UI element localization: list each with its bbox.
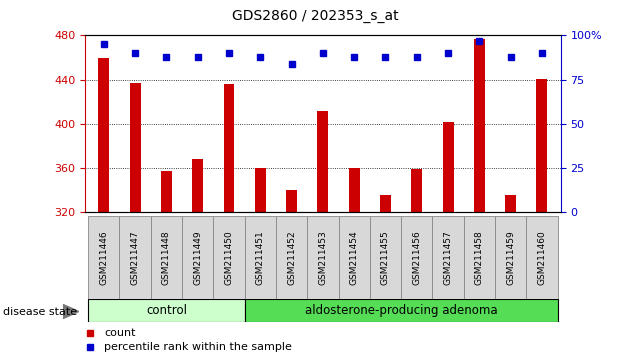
Text: GSM211447: GSM211447	[130, 230, 140, 285]
Text: GSM211451: GSM211451	[256, 230, 265, 285]
Bar	[244, 216, 276, 299]
Text: GSM211452: GSM211452	[287, 230, 296, 285]
Bar	[505, 195, 516, 212]
Text: GSM211449: GSM211449	[193, 230, 202, 285]
Bar	[401, 216, 432, 299]
Text: GSM211455: GSM211455	[381, 230, 390, 285]
Bar	[380, 195, 391, 212]
Bar	[98, 57, 109, 212]
Bar	[224, 84, 234, 212]
Text: GSM211453: GSM211453	[318, 230, 328, 285]
Bar	[526, 216, 558, 299]
Bar	[495, 216, 526, 299]
Bar	[192, 159, 203, 212]
Bar	[255, 168, 266, 212]
Bar	[474, 39, 485, 212]
Bar	[432, 216, 464, 299]
Bar	[464, 216, 495, 299]
Bar	[244, 299, 558, 322]
Text: GSM211457: GSM211457	[444, 230, 452, 285]
Text: GSM211448: GSM211448	[162, 230, 171, 285]
Bar	[338, 216, 370, 299]
Bar	[276, 216, 307, 299]
Bar	[318, 110, 328, 212]
Bar	[130, 83, 140, 212]
Text: GSM211459: GSM211459	[506, 230, 515, 285]
Text: percentile rank within the sample: percentile rank within the sample	[104, 342, 292, 353]
Text: GSM211456: GSM211456	[412, 230, 421, 285]
Bar	[370, 216, 401, 299]
Text: disease state: disease state	[3, 307, 77, 316]
Text: GSM211454: GSM211454	[350, 230, 358, 285]
Text: GSM211460: GSM211460	[537, 230, 546, 285]
Text: count: count	[104, 328, 135, 338]
Text: aldosterone-producing adenoma: aldosterone-producing adenoma	[305, 304, 498, 317]
Bar	[182, 216, 214, 299]
Bar	[411, 169, 422, 212]
Bar	[88, 299, 244, 322]
Polygon shape	[63, 304, 79, 319]
Text: GSM211450: GSM211450	[224, 230, 234, 285]
Bar	[161, 171, 172, 212]
Bar	[442, 122, 454, 212]
Bar	[307, 216, 338, 299]
Bar	[348, 168, 360, 212]
Text: GDS2860 / 202353_s_at: GDS2860 / 202353_s_at	[232, 9, 398, 23]
Bar	[537, 79, 547, 212]
Bar	[120, 216, 151, 299]
Text: control: control	[146, 304, 187, 317]
Bar	[214, 216, 244, 299]
Bar	[88, 216, 120, 299]
Text: GSM211458: GSM211458	[475, 230, 484, 285]
Text: GSM211446: GSM211446	[100, 230, 108, 285]
Bar	[286, 190, 297, 212]
Bar	[151, 216, 182, 299]
